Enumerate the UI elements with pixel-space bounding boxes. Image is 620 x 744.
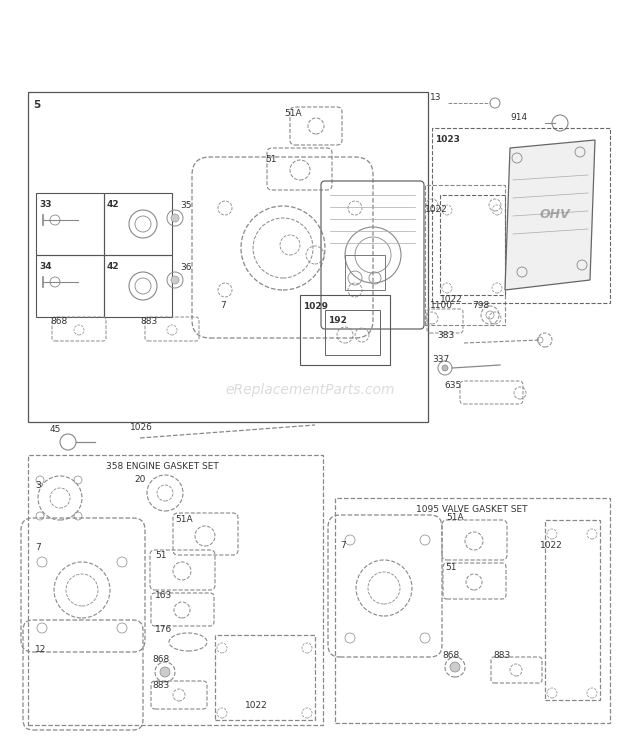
Bar [545, 520, 600, 700]
Text: 1023: 1023 [435, 135, 460, 144]
Bar [325, 310, 380, 355]
Text: 1022: 1022 [245, 701, 268, 710]
Text: 5: 5 [33, 100, 40, 110]
Text: 1022: 1022 [440, 295, 463, 304]
Text: 337: 337 [432, 356, 450, 365]
Circle shape [171, 276, 179, 284]
Text: 176: 176 [155, 626, 172, 635]
Text: 12: 12 [35, 646, 46, 655]
Text: 51: 51 [445, 563, 456, 572]
Text: 13: 13 [430, 94, 441, 103]
Text: 635: 635 [444, 380, 461, 390]
Text: 883: 883 [140, 318, 157, 327]
Text: 1100: 1100 [430, 301, 453, 310]
Text: 883: 883 [152, 681, 169, 690]
Text: eReplacementParts.com: eReplacementParts.com [225, 383, 395, 397]
Bar [36, 193, 104, 255]
Text: 868: 868 [50, 318, 67, 327]
Text: OHV: OHV [539, 208, 570, 222]
Text: 51A: 51A [175, 516, 193, 525]
Text: 45: 45 [50, 426, 61, 434]
Text: 163: 163 [155, 591, 172, 600]
Text: 42: 42 [107, 200, 120, 209]
Text: 20: 20 [134, 475, 145, 484]
Text: 51A: 51A [284, 109, 301, 118]
Text: 7: 7 [35, 544, 41, 553]
Bar [104, 255, 172, 317]
Text: 192: 192 [328, 316, 347, 325]
Bar [335, 498, 610, 723]
Text: 1022: 1022 [425, 205, 448, 214]
Bar [425, 185, 505, 325]
Bar [28, 92, 428, 422]
Text: 883: 883 [493, 650, 510, 659]
Bar [104, 193, 172, 255]
Text: 51A: 51A [446, 513, 464, 522]
Bar [432, 128, 610, 303]
Bar [36, 255, 104, 317]
Bar [345, 255, 385, 290]
Text: 51: 51 [265, 155, 277, 164]
Text: 868: 868 [152, 655, 169, 664]
Polygon shape [505, 140, 595, 290]
Bar [300, 295, 390, 365]
Text: 51: 51 [155, 551, 167, 559]
Text: 7: 7 [220, 301, 226, 310]
Bar [440, 195, 505, 295]
Text: 358 ENGINE GASKET SET: 358 ENGINE GASKET SET [105, 462, 218, 471]
Text: 1029: 1029 [303, 302, 328, 311]
Text: 383: 383 [437, 330, 454, 339]
Bar [28, 455, 323, 725]
Circle shape [160, 667, 170, 677]
Bar [215, 635, 315, 720]
Text: 35: 35 [180, 200, 192, 210]
Text: 7: 7 [340, 540, 346, 550]
Text: 1022: 1022 [540, 540, 563, 550]
Text: 1026: 1026 [130, 423, 153, 432]
Text: 34: 34 [39, 262, 51, 271]
Text: 42: 42 [107, 262, 120, 271]
Text: 798: 798 [472, 301, 489, 310]
Text: 914: 914 [510, 114, 527, 123]
Text: 33: 33 [39, 200, 51, 209]
Circle shape [450, 662, 460, 672]
Text: 36: 36 [180, 263, 192, 272]
Text: 868: 868 [442, 650, 459, 659]
Text: 3: 3 [35, 481, 41, 490]
Text: 1095 VALVE GASKET SET: 1095 VALVE GASKET SET [416, 505, 528, 514]
Circle shape [442, 365, 448, 371]
Circle shape [171, 214, 179, 222]
